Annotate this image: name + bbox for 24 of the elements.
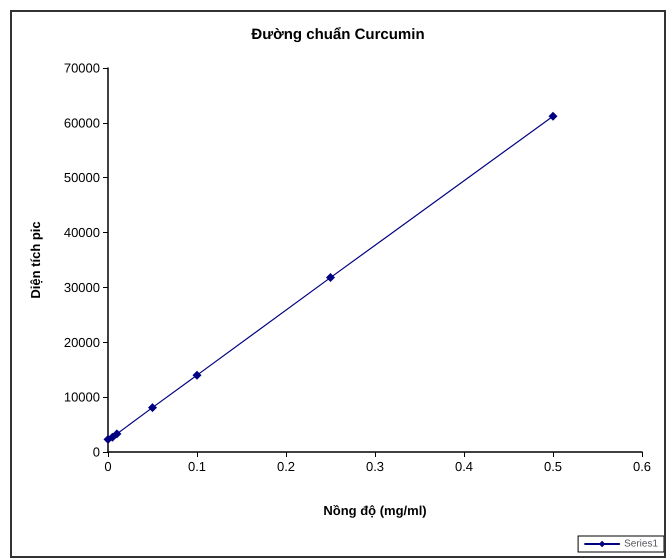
y-axis-title: Diện tích pic <box>28 221 43 299</box>
y-tick-label: 30000 <box>64 280 100 295</box>
y-tick-label: 0 <box>92 444 100 460</box>
point <box>326 273 335 282</box>
chart-title: Đường chuẩn Curcumin <box>251 26 425 43</box>
y-tick-label: 40000 <box>64 225 100 240</box>
x-tick-label: 0.6 <box>632 459 652 474</box>
legend-label: Series1 <box>624 538 658 550</box>
y-tick-label: 50000 <box>64 170 100 186</box>
y-tick-label: 70000 <box>64 60 100 76</box>
x-tick-label: 0.5 <box>544 459 562 474</box>
point <box>548 112 558 121</box>
x-tick-label: 0.4 <box>454 459 474 474</box>
x-tick-label: 0.2 <box>276 459 296 474</box>
y-tick-label: 20000 <box>64 334 100 350</box>
point <box>148 403 157 412</box>
x-tick-label: 0.3 <box>366 459 384 474</box>
point <box>192 370 202 380</box>
x-axis-title: Nồng độ (mg/ml) <box>323 503 427 518</box>
y-tick-label: 10000 <box>64 390 100 405</box>
x-tick-label: 0.1 <box>188 459 206 474</box>
y-tick-label: 60000 <box>64 115 100 130</box>
point <box>112 429 122 438</box>
x-tick-label: 0 <box>104 459 112 474</box>
